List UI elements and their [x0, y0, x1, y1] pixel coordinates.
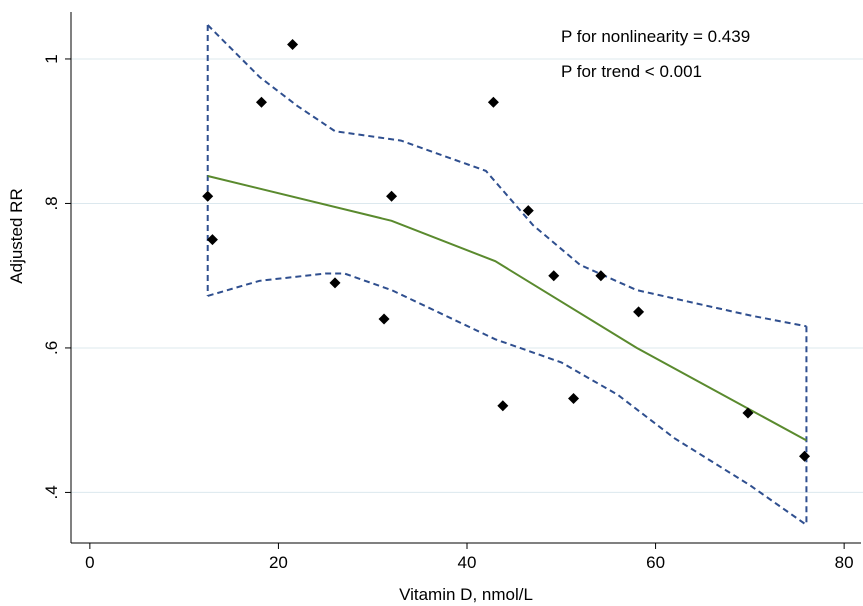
data-point-6	[386, 190, 398, 202]
data-point-2	[255, 96, 267, 108]
data-point-12	[595, 270, 607, 282]
annotation-trend: P for trend < 0.001	[561, 62, 702, 81]
x-axis-title: Vitamin D, nmol/L	[399, 585, 533, 604]
ci-upper-line	[206, 24, 807, 328]
x-tick-label-0: 0	[85, 553, 94, 572]
y-tick-label-0: .4	[42, 485, 61, 499]
data-point-5	[378, 313, 390, 325]
fit-line	[207, 175, 807, 442]
data-point-1	[206, 234, 218, 246]
grid-lines	[71, 58, 863, 493]
x-tick-label-3: 60	[646, 553, 665, 572]
data-point-14	[742, 407, 754, 419]
axes	[65, 12, 861, 549]
x-tick-label-2: 40	[458, 553, 477, 572]
data-point-9	[522, 205, 534, 217]
y-tick-label-1: .6	[42, 341, 61, 355]
x-tick-label-4: 80	[835, 553, 854, 572]
y-tick-label-2: .8	[42, 196, 61, 210]
data-point-10	[548, 270, 560, 282]
y-tick-label-3: 1	[42, 54, 61, 63]
data-point-4	[329, 277, 341, 289]
x-tick-label-1: 20	[269, 553, 288, 572]
data-point-3	[287, 39, 299, 51]
annotation-nonlinearity: P for nonlinearity = 0.439	[561, 27, 750, 46]
data-point-11	[568, 393, 580, 405]
y-axis-title: Adjusted RR	[7, 188, 26, 283]
ci-lower-line	[207, 272, 807, 526]
data-point-13	[633, 306, 645, 318]
data-point-7	[487, 96, 499, 108]
fit-line-group	[207, 175, 807, 442]
data-point-8	[497, 400, 509, 412]
data-point-15	[799, 450, 811, 462]
confidence-band	[206, 24, 808, 526]
tick-labels: .4 .6 .8 1 0 20 40 60 80	[42, 54, 854, 572]
scatter-points	[202, 39, 811, 462]
data-point-0	[202, 190, 214, 202]
